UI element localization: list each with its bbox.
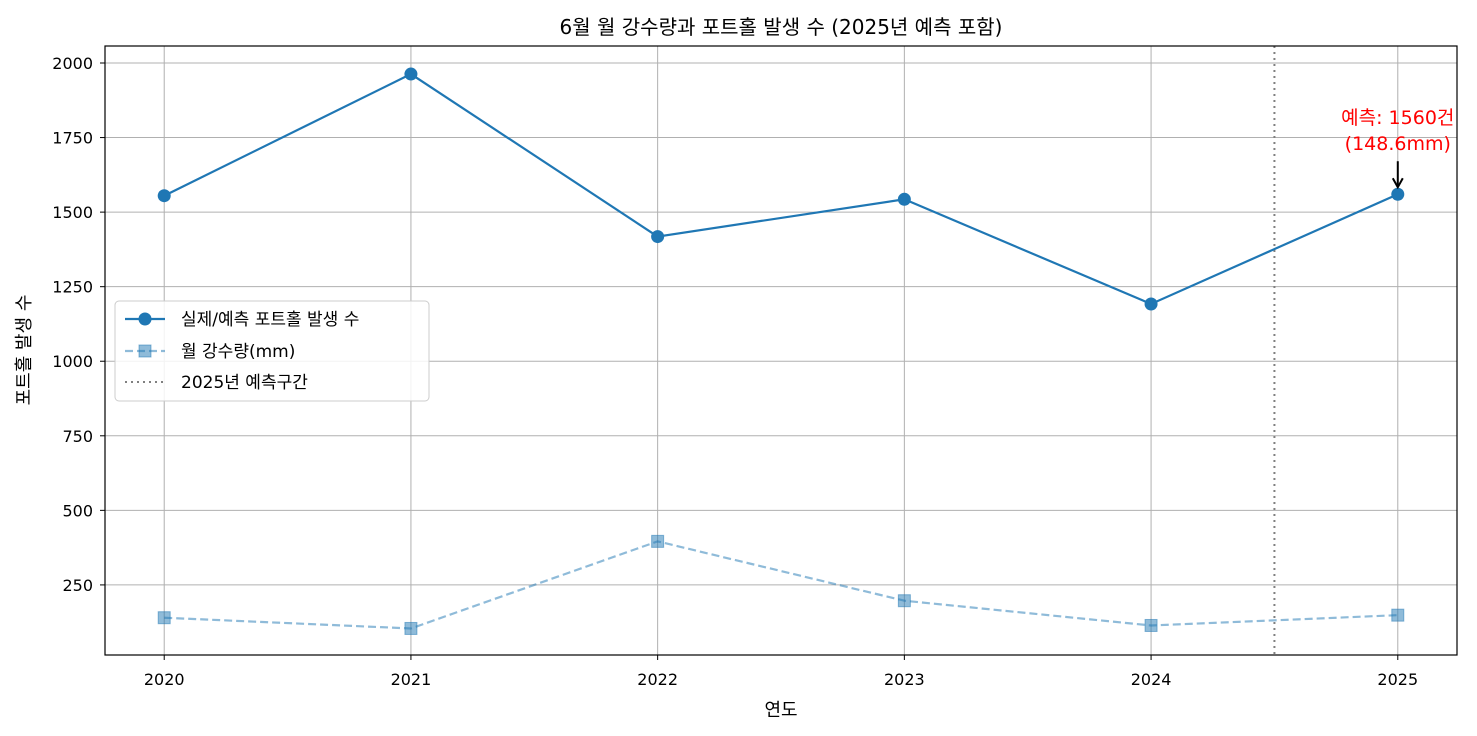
plot-frame (104, 45, 1458, 656)
legend-box (114, 300, 430, 402)
annotation-label: 예측: 1560건 (1341, 107, 1454, 129)
grid (105, 46, 1457, 655)
y-tick-label: 1250 (52, 278, 93, 297)
series-potholes (157, 67, 1405, 311)
pothole-line (163, 72, 1399, 306)
series-layer (157, 67, 1405, 635)
rainfall-point (651, 534, 665, 548)
rainfall-point (897, 594, 911, 608)
annotation-arrow-head (1391, 177, 1404, 190)
rainfall-point (1144, 618, 1158, 632)
x-tick-label: 2025 (1377, 670, 1418, 689)
y-tick-label: 1750 (52, 129, 93, 148)
y-axis-title: 포트홀 발생 수 (14, 295, 35, 406)
x-tick-label: 2022 (637, 670, 678, 689)
legend-marker-potholes (138, 312, 152, 326)
x-tick-label: 2023 (884, 670, 925, 689)
rainfall-point (157, 611, 171, 625)
y-tick-label: 500 (62, 501, 93, 520)
series-rainfall (157, 534, 1405, 635)
y-tick-label: 1000 (52, 352, 93, 371)
legend: 실제/예측 포트홀 발생 수월 강수량(mm) 2025년 예측구간 (114, 300, 430, 402)
x-axis-title: 연도 (764, 700, 797, 721)
chart-title: 6월 월 강수량과 포트홀 발생 수 (2025년 예측 포함) (560, 15, 1003, 39)
pothole-point (897, 192, 911, 206)
y-tick-label: 250 (62, 576, 93, 595)
x-tick-label: 2020 (144, 670, 185, 689)
legend-marker-rainfall (138, 344, 152, 358)
pothole-point (404, 67, 418, 81)
pothole-point (1391, 187, 1405, 201)
rainfall-line (164, 540, 1398, 630)
tick-labels: 2020 2021 2022 2023 2024 2025 250 500 750 1000 125… (52, 54, 1418, 689)
annotation-sublabel: (148.6mm) (1345, 133, 1451, 155)
legend-label-rainfall: 월 강수량(mm) (181, 342, 295, 362)
rainfall-point (404, 621, 418, 635)
rainfall-point (1391, 608, 1405, 622)
y-tick-label: 750 (62, 427, 93, 446)
legend-label-potholes: 실제/예측 포트홀 발생 수 (181, 310, 359, 330)
y-tick-label: 1500 (52, 203, 93, 222)
x-tick-label: 2024 (1131, 670, 1172, 689)
pothole-point (651, 230, 665, 244)
annotation: 예측: 1560건 (148.6mm) (1341, 107, 1454, 190)
x-tick-label: 2021 (391, 670, 432, 689)
pothole-point (157, 189, 171, 203)
pothole-point (1144, 297, 1158, 311)
y-tick-label: 2000 (52, 54, 93, 73)
legend-label-forecast: 2025년 예측구간 (181, 373, 308, 393)
